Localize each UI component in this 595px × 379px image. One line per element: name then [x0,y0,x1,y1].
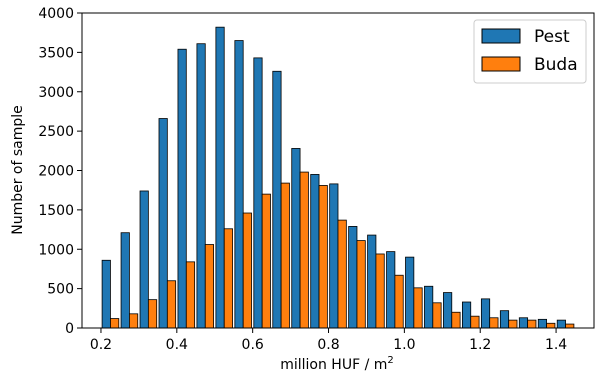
bar-buda-17 [432,302,442,329]
x-tick-label: 0.2 [90,337,112,353]
bar-buda-6 [223,228,233,329]
bar-buda-21 [508,319,518,329]
bar-buda-3 [166,280,177,329]
bar-buda-11 [318,185,328,329]
bar-pest-12 [329,183,339,329]
bar-pest-8 [253,57,263,329]
bar-pest-24 [556,319,566,329]
bar-buda-9 [280,182,290,329]
bar-pest-21 [499,310,510,329]
bar-buda-0 [110,318,120,329]
bar-buda-8 [261,193,271,329]
bar-pest-7 [234,40,244,329]
y-axis-ticks: 0 500 1000 1500 2000 2500 3000 3500 4000 [38,6,82,337]
bar-buda-12 [337,219,347,329]
bar-buda-18 [451,311,461,329]
bar-pest-15 [386,251,396,329]
y-tick-label: 3500 [38,45,74,61]
x-axis-label: million HUF / m2 [280,355,394,373]
bar-buda-1 [129,313,139,329]
x-axis-label-superscript: 2 [387,355,393,366]
bar-buda-13 [356,240,366,329]
y-tick-label: 4000 [38,6,74,22]
y-tick-label: 0 [65,321,74,337]
bar-pest-17 [424,285,434,329]
bar-pest-13 [348,226,358,329]
bar-pest-16 [405,256,415,329]
bar-buda-20 [489,317,499,329]
y-tick-label: 2500 [38,124,74,140]
bar-pest-6 [215,26,225,329]
bar-pest-0 [101,259,111,329]
x-tick-label: 1.2 [469,337,491,353]
bar-pest-22 [518,317,529,329]
bars-group [101,26,575,329]
legend: Pest Buda [473,19,587,84]
y-tick-label: 2000 [38,164,74,180]
y-axis-label: Number of sample [10,105,26,235]
x-tick-label: 1.4 [545,337,567,353]
x-tick-label: 0.4 [166,337,188,353]
bar-pest-20 [480,298,491,329]
bar-pest-9 [272,70,282,329]
bar-pest-11 [310,174,320,329]
legend-label-pest: Pest [534,27,570,47]
legend-swatch-buda [481,56,521,72]
bar-pest-4 [177,48,187,329]
x-axis-ticks: 0.2 0.4 0.6 0.8 1.0 1.2 1.4 [90,328,567,353]
bar-pest-14 [367,234,377,329]
x-tick-label: 1.0 [393,337,415,353]
bar-pest-1 [120,232,130,329]
bar-pest-5 [196,43,206,329]
bar-buda-23 [546,322,556,329]
y-tick-label: 3000 [38,85,74,101]
plot-frame [81,12,595,329]
y-tick-label: 1500 [38,203,74,219]
bar-pest-3 [158,118,168,329]
x-tick-label: 0.6 [242,337,264,353]
bar-buda-5 [204,244,215,329]
bar-buda-14 [375,253,385,329]
y-tick-label: 1000 [38,242,74,258]
bar-pest-18 [443,292,453,329]
bar-buda-19 [470,315,480,329]
bar-pest-23 [537,318,547,329]
y-tick-label: 500 [47,282,74,298]
bar-pest-10 [291,148,301,329]
bar-pest-19 [461,301,472,329]
x-tick-label: 0.8 [317,337,339,353]
bar-buda-22 [527,319,537,329]
bar-buda-15 [394,274,404,329]
bar-buda-24 [565,323,575,329]
bar-buda-7 [242,212,252,329]
legend-label-buda: Buda [534,55,578,75]
bar-pest-2 [139,190,149,329]
bar-buda-4 [185,261,196,329]
bar-buda-10 [299,171,309,329]
bar-buda-2 [147,299,158,329]
legend-swatch-pest [481,28,521,44]
bar-buda-16 [413,287,423,329]
